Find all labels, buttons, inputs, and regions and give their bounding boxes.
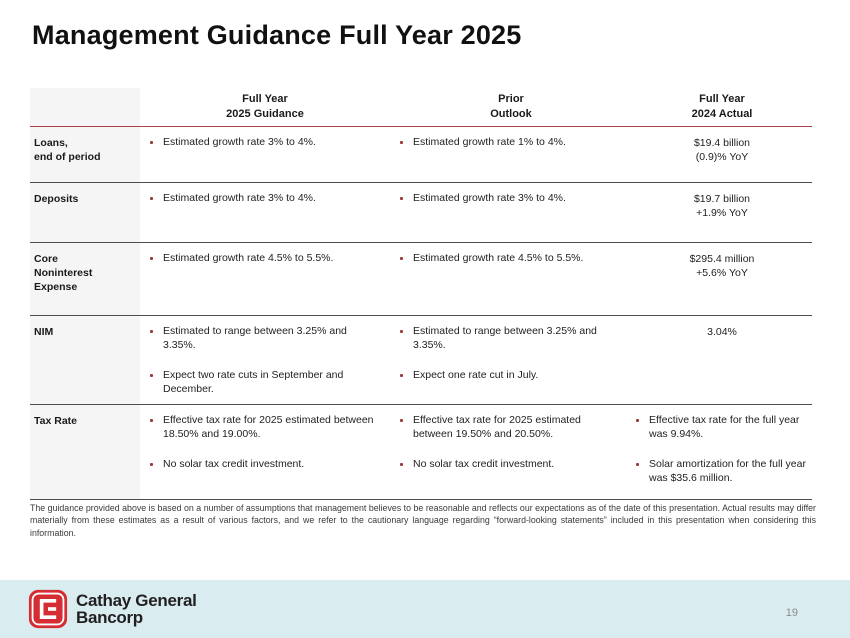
logo-line-1: Cathay General (76, 590, 197, 610)
row-label: Deposits (30, 183, 140, 242)
header-prior-outlook: Prior Outlook (490, 93, 532, 120)
bullet-icon (150, 463, 153, 467)
bullet-icon (400, 463, 403, 467)
actual-2024-cell: 3.04% (632, 316, 812, 404)
logo-wordmark: Cathay General Bancorp (76, 590, 197, 627)
table-row-core-noninterest-expense: Core Noninterest Expense Estimated growt… (30, 242, 812, 315)
header-spacer-cell (30, 88, 140, 126)
bullet-icon (400, 197, 403, 200)
actual-value-line: $19.7 billion (693, 193, 751, 205)
bullet-icon (150, 373, 153, 377)
bullet-point: Estimated growth rate 3% to 4%. (150, 192, 374, 206)
bullet-point: Solar amortization for the full year was… (636, 458, 806, 486)
prior-outlook-cell: Estimated to range between 3.25% and 3.3… (390, 316, 632, 404)
bullet-icon (400, 419, 403, 423)
bullet-point: Estimated growth rate 4.5% to 5.5%. (150, 252, 374, 266)
table-row-deposits: Deposits Estimated growth rate 3% to 4%.… (30, 182, 812, 242)
company-logo: Cathay General Bancorp (28, 589, 197, 629)
bullet-point: Estimated growth rate 4.5% to 5.5%. (400, 252, 616, 266)
prior-outlook-cell: Estimated growth rate 3% to 4%. (390, 183, 632, 242)
guidance-2025-cell: Estimated to range between 3.25% and 3.3… (140, 316, 390, 404)
actual-value-line: 3.04% (707, 326, 737, 338)
bullet-icon (636, 463, 639, 467)
bullet-icon (150, 330, 153, 333)
bullet-icon (400, 330, 403, 333)
bullet-point: Estimated to range between 3.25% and 3.3… (400, 325, 616, 353)
actual-value-line: $295.4 million (689, 253, 755, 265)
actual-value-line: $19.4 billion (693, 137, 751, 149)
row-label: NIM (30, 316, 140, 405)
table-row-nim: NIM Estimated to range between 3.25% and… (30, 315, 812, 405)
actual-value-line: (0.9)% YoY (695, 151, 749, 164)
bullet-point: No solar tax credit investment. (400, 458, 616, 472)
row-label: Core Noninterest Expense (30, 243, 140, 315)
bullet-icon (400, 257, 403, 260)
bullet-point: Effective tax rate for 2025 estimated be… (150, 414, 374, 442)
guidance-2025-cell: Estimated growth rate 3% to 4%. (140, 127, 390, 182)
prior-outlook-cell: Estimated growth rate 4.5% to 5.5%. (390, 243, 632, 315)
bullet-icon (400, 141, 403, 144)
bullet-icon (150, 141, 153, 144)
row-label: Tax Rate (30, 405, 140, 500)
header-2024-actual: Full Year 2024 Actual (691, 93, 753, 120)
table-row-tax-rate: Tax Rate Effective tax rate for 2025 est… (30, 404, 812, 501)
bullet-point: Expect one rate cut in July. (400, 369, 616, 383)
bullet-point: Estimated to range between 3.25% and 3.3… (150, 325, 374, 353)
logo-line-2: Bancorp (76, 608, 143, 627)
actual-2024-cell: $295.4 million +5.6% YoY (632, 243, 812, 315)
actual-2024-cell: $19.4 billion (0.9)% YoY (632, 127, 812, 182)
guidance-table: Full Year 2025 Guidance Prior Outlook Fu… (30, 88, 812, 501)
bullet-point: Estimated growth rate 3% to 4%. (150, 136, 374, 150)
disclaimer-footnote: The guidance provided above is based on … (30, 503, 816, 538)
actual-value-line: +5.6% YoY (696, 267, 748, 280)
page-number: 19 (785, 607, 798, 619)
bullet-icon (150, 197, 153, 200)
footer-band: Cathay General Bancorp 19 (0, 580, 850, 638)
prior-outlook-cell: Effective tax rate for 2025 estimated be… (390, 405, 632, 499)
bullet-icon (150, 419, 153, 423)
actual-2024-cell: $19.7 billion +1.9% YoY (632, 183, 812, 242)
cathay-logo-icon (28, 589, 68, 629)
header-2025-guidance: Full Year 2025 Guidance (226, 93, 304, 120)
guidance-2025-cell: Estimated growth rate 4.5% to 5.5%. (140, 243, 390, 315)
bullet-icon (636, 419, 639, 423)
bullet-point: No solar tax credit investment. (150, 458, 374, 472)
actual-value-line: +1.9% YoY (696, 207, 748, 220)
guidance-2025-cell: Estimated growth rate 3% to 4%. (140, 183, 390, 242)
actual-2024-cell: Effective tax rate for the full year was… (632, 405, 812, 499)
bullet-point: Expect two rate cuts in September and De… (150, 369, 374, 397)
table-row-loans: Loans, end of period Estimated growth ra… (30, 127, 812, 182)
bullet-point: Effective tax rate for 2025 estimated be… (400, 414, 616, 442)
guidance-2025-cell: Effective tax rate for 2025 estimated be… (140, 405, 390, 499)
bullet-point: Estimated growth rate 1% to 4%. (400, 136, 616, 150)
page-title: Management Guidance Full Year 2025 (32, 20, 522, 50)
bullet-point: Effective tax rate for the full year was… (636, 414, 806, 442)
table-header-row: Full Year 2025 Guidance Prior Outlook Fu… (30, 88, 812, 127)
prior-outlook-cell: Estimated growth rate 1% to 4%. (390, 127, 632, 182)
bullet-icon (400, 373, 403, 377)
row-label: Loans, end of period (30, 127, 140, 182)
bullet-icon (150, 257, 153, 260)
bullet-point: Estimated growth rate 3% to 4%. (400, 192, 616, 206)
